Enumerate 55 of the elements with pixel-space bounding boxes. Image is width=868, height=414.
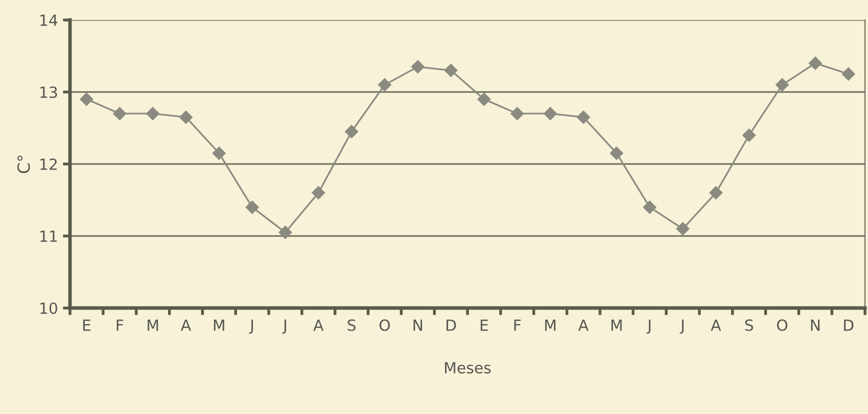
x-tick-label: M	[214, 320, 224, 331]
y-tick-label: 12	[40, 158, 57, 170]
point	[312, 186, 326, 200]
y-tick-label: 14	[40, 14, 58, 26]
point	[477, 92, 491, 106]
point	[378, 78, 392, 92]
point	[742, 128, 756, 142]
point	[709, 186, 723, 200]
x-tick-label: A	[180, 320, 192, 331]
x-tick-label: F	[116, 320, 124, 331]
x-tick-label: E	[480, 320, 488, 331]
x-tick-label: J	[249, 320, 253, 334]
point	[278, 226, 292, 239]
x-tick-label: M	[148, 320, 158, 331]
x-tick-label: O	[380, 319, 390, 331]
x-tick-label: N	[414, 320, 422, 331]
point	[643, 200, 656, 214]
x-tick-label: J	[646, 320, 650, 334]
y-tick-label: 11	[40, 230, 57, 242]
x-tick-label: S	[348, 319, 356, 331]
point	[179, 110, 193, 124]
x-tick-label: A	[578, 320, 589, 331]
x-axis-title: Meses	[445, 362, 491, 374]
point	[576, 110, 590, 124]
point	[80, 92, 94, 106]
x-tick-label: O	[777, 319, 788, 331]
x-tick-label: M	[545, 320, 556, 331]
x-tick-label: N	[811, 320, 820, 331]
point	[610, 146, 624, 160]
x-tick-label: D	[446, 320, 456, 331]
point	[113, 107, 126, 120]
point	[444, 64, 458, 77]
point	[246, 200, 259, 214]
y-tick-label: 13	[40, 86, 57, 98]
y-axis-title: C°	[17, 156, 30, 174]
point	[544, 107, 557, 120]
x-tick-label: M	[611, 320, 622, 331]
x-tick-label: J	[680, 320, 684, 334]
point	[344, 125, 358, 138]
x-tick-label: J	[282, 320, 286, 334]
x-tick-label: E	[83, 320, 90, 331]
x-tick-label: F	[514, 320, 521, 331]
y-tick-label: 10	[40, 302, 58, 314]
point	[146, 107, 160, 120]
x-tick-label: A	[710, 320, 722, 331]
point	[808, 56, 822, 70]
point	[776, 78, 789, 92]
point	[411, 60, 424, 74]
point	[676, 222, 690, 236]
point	[510, 107, 524, 120]
x-tick-label: D	[844, 320, 854, 331]
x-tick-label: A	[313, 320, 324, 331]
x-tick-label: S	[745, 319, 754, 331]
point	[212, 146, 226, 160]
point	[842, 67, 856, 81]
